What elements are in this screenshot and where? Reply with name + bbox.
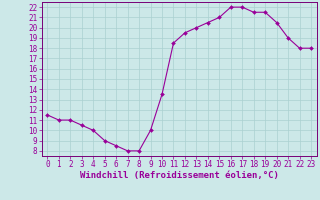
X-axis label: Windchill (Refroidissement éolien,°C): Windchill (Refroidissement éolien,°C) [80, 171, 279, 180]
